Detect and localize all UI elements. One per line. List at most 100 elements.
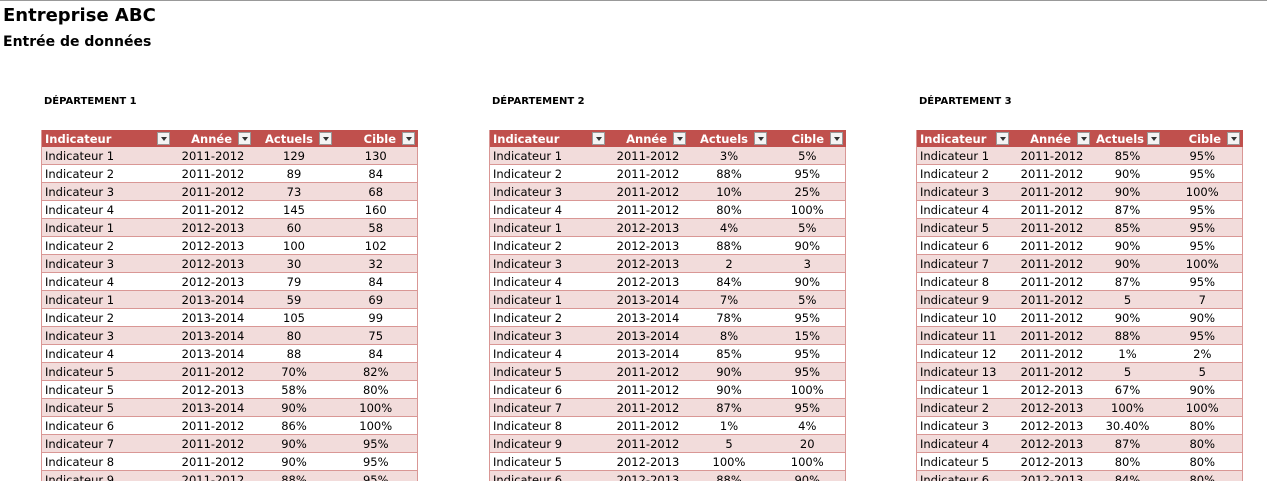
table-cell[interactable]: 2011-2012 (1011, 236, 1093, 255)
table-cell[interactable]: 99 (334, 308, 418, 327)
table-cell[interactable]: 95% (334, 470, 418, 481)
table-cell[interactable]: 2012-2013 (172, 272, 254, 291)
table-cell[interactable]: 80% (1162, 452, 1243, 471)
table-cell[interactable]: 100% (334, 416, 418, 435)
table-cell[interactable]: Indicateur 5 (489, 452, 608, 471)
table-cell[interactable]: 2011-2012 (172, 164, 254, 183)
table-cell[interactable]: 2011-2012 (607, 164, 689, 183)
table-cell[interactable]: 2011-2012 (1011, 308, 1093, 327)
table-cell[interactable]: Indicateur 1 (41, 290, 173, 309)
table-cell[interactable]: 2011-2012 (172, 470, 254, 481)
table-cell[interactable]: 2011-2012 (172, 200, 254, 219)
table-cell[interactable]: 95% (769, 362, 846, 381)
table-cell[interactable]: 8% (688, 326, 770, 345)
table-cell[interactable]: Indicateur 11 (916, 326, 1012, 345)
table-cell[interactable]: 84% (1092, 470, 1163, 481)
table-cell[interactable]: 2011-2012 (1011, 254, 1093, 273)
table-cell[interactable]: 2011-2012 (1011, 362, 1093, 381)
table-cell[interactable]: Indicateur 3 (916, 416, 1012, 435)
table-cell[interactable]: Indicateur 8 (489, 416, 608, 435)
table-cell[interactable]: Indicateur 2 (916, 398, 1012, 417)
table-cell[interactable]: 1% (1092, 344, 1163, 363)
table-cell[interactable]: 2011-2012 (172, 434, 254, 453)
table-cell[interactable]: 95% (1162, 272, 1243, 291)
table-cell[interactable]: 2011-2012 (607, 362, 689, 381)
table-cell[interactable]: 5% (769, 147, 846, 165)
table-cell[interactable]: Indicateur 5 (489, 362, 608, 381)
table-cell[interactable]: 100% (334, 398, 418, 417)
table-cell[interactable]: Indicateur 2 (916, 164, 1012, 183)
table-cell[interactable]: 2011-2012 (172, 362, 254, 381)
table-cell[interactable]: 100% (1162, 254, 1243, 273)
table-cell[interactable]: 2011-2012 (1011, 147, 1093, 165)
table-cell[interactable]: 5 (1092, 290, 1163, 309)
table-cell[interactable]: 2011-2012 (172, 147, 254, 165)
table-cell[interactable]: 2013-2014 (607, 308, 689, 327)
table-cell[interactable]: 2011-2012 (1011, 326, 1093, 345)
table-cell[interactable]: 95% (334, 434, 418, 453)
table-cell[interactable]: 2012-2013 (607, 218, 689, 237)
table-cell[interactable]: 88% (1092, 326, 1163, 345)
table-cell[interactable]: 129 (253, 147, 335, 165)
table-cell[interactable]: 2012-2013 (172, 380, 254, 399)
table-cell[interactable]: 90% (1162, 380, 1243, 399)
table-cell[interactable]: 68 (334, 182, 418, 201)
table-cell[interactable]: 90% (253, 452, 335, 471)
table-cell[interactable]: Indicateur 3 (41, 182, 173, 201)
table-cell[interactable]: Indicateur 2 (41, 164, 173, 183)
table-cell[interactable]: 75 (334, 326, 418, 345)
table-cell[interactable]: 2012-2013 (172, 254, 254, 273)
table-cell[interactable]: 80 (253, 326, 335, 345)
table-cell[interactable]: Indicateur 1 (916, 147, 1012, 165)
table-cell[interactable]: 5 (1162, 362, 1243, 381)
table-cell[interactable]: 80% (1162, 470, 1243, 481)
table-cell[interactable]: Indicateur 4 (916, 434, 1012, 453)
table-cell[interactable]: 2011-2012 (1011, 290, 1093, 309)
filter-dropdown[interactable] (402, 132, 415, 145)
table-cell[interactable]: 90% (1092, 182, 1163, 201)
table-cell[interactable]: Indicateur 1 (916, 380, 1012, 399)
table-cell[interactable]: 2011-2012 (1011, 164, 1093, 183)
table-cell[interactable]: 58 (334, 218, 418, 237)
table-cell[interactable]: Indicateur 4 (41, 200, 173, 219)
filter-dropdown[interactable] (754, 132, 767, 145)
table-cell[interactable]: 70% (253, 362, 335, 381)
table-cell[interactable]: 2011-2012 (1011, 218, 1093, 237)
table-cell[interactable]: 2012-2013 (172, 218, 254, 237)
table-cell[interactable]: 95% (769, 344, 846, 363)
table-cell[interactable]: Indicateur 3 (489, 326, 608, 345)
table-cell[interactable]: 130 (334, 147, 418, 165)
table-cell[interactable]: 2012-2013 (607, 254, 689, 273)
table-cell[interactable]: 2012-2013 (607, 470, 689, 481)
table-cell[interactable]: 2011-2012 (607, 182, 689, 201)
table-cell[interactable]: 160 (334, 200, 418, 219)
table-cell[interactable]: 95% (1162, 218, 1243, 237)
table-cell[interactable]: 2011-2012 (607, 398, 689, 417)
table-cell[interactable]: 10% (688, 182, 770, 201)
table-cell[interactable]: 2011-2012 (172, 416, 254, 435)
table-cell[interactable]: 2013-2014 (172, 398, 254, 417)
table-cell[interactable]: 88% (688, 236, 770, 255)
table-cell[interactable]: 2011-2012 (1011, 272, 1093, 291)
table-cell[interactable]: 95% (769, 398, 846, 417)
table-cell[interactable]: 5% (769, 290, 846, 309)
filter-dropdown[interactable] (830, 132, 843, 145)
table-cell[interactable]: 2011-2012 (607, 416, 689, 435)
table-cell[interactable]: Indicateur 8 (916, 272, 1012, 291)
table-cell[interactable]: 90% (253, 434, 335, 453)
table-cell[interactable]: Indicateur 5 (41, 380, 173, 399)
table-cell[interactable]: 30.40% (1092, 416, 1163, 435)
table-cell[interactable]: 95% (1162, 236, 1243, 255)
table-cell[interactable]: 2012-2013 (1011, 434, 1093, 453)
table-cell[interactable]: 15% (769, 326, 846, 345)
table-cell[interactable]: Indicateur 1 (489, 218, 608, 237)
table-cell[interactable]: 69 (334, 290, 418, 309)
table-cell[interactable]: Indicateur 5 (916, 218, 1012, 237)
table-cell[interactable]: 2012-2013 (172, 236, 254, 255)
table-cell[interactable]: 90% (1162, 308, 1243, 327)
table-cell[interactable]: 87% (1092, 272, 1163, 291)
table-cell[interactable]: 100% (769, 200, 846, 219)
table-cell[interactable]: 88 (253, 344, 335, 363)
table-cell[interactable]: Indicateur 6 (916, 236, 1012, 255)
table-cell[interactable]: Indicateur 1 (489, 147, 608, 165)
